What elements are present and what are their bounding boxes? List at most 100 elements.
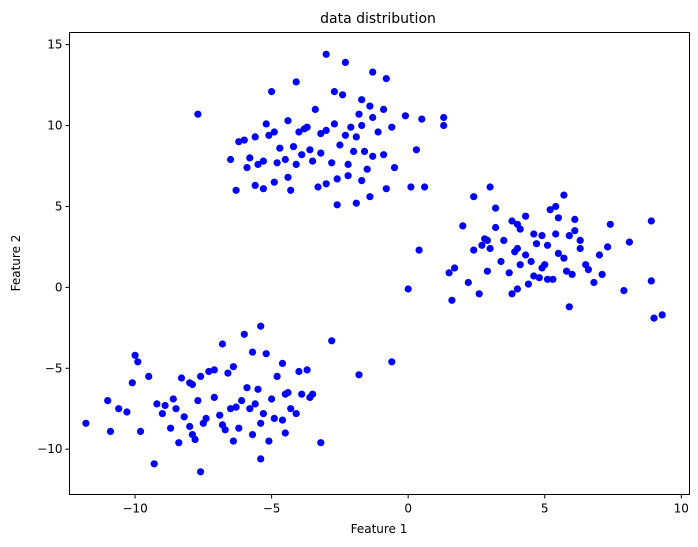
data-point <box>298 151 306 159</box>
data-point <box>180 413 188 421</box>
y-tick-label: 0 <box>55 280 63 294</box>
data-point <box>336 141 344 149</box>
data-point <box>560 254 568 262</box>
data-point <box>538 264 546 272</box>
data-point <box>278 359 287 367</box>
data-point <box>287 186 295 194</box>
chart-title: data distribution <box>320 11 436 27</box>
data-point <box>658 311 666 319</box>
data-point <box>243 384 251 392</box>
data-point <box>259 410 267 418</box>
data-point <box>530 230 538 238</box>
data-point <box>194 397 202 405</box>
data-point <box>366 193 374 201</box>
data-point <box>647 277 655 285</box>
data-point <box>311 105 319 113</box>
data-point <box>483 236 491 244</box>
data-point <box>175 439 183 447</box>
data-point <box>440 121 448 130</box>
data-point <box>292 160 300 168</box>
data-point <box>322 50 330 58</box>
data-point <box>552 202 560 211</box>
data-point <box>369 152 377 160</box>
data-point <box>270 128 278 136</box>
data-point <box>128 379 136 387</box>
data-point <box>276 144 284 152</box>
data-point <box>522 251 530 259</box>
data-point <box>309 157 317 165</box>
data-point <box>576 236 584 244</box>
data-point <box>344 160 352 168</box>
data-point <box>511 248 519 256</box>
data-point <box>516 261 524 269</box>
data-point <box>328 159 336 167</box>
data-point <box>136 427 145 435</box>
data-point <box>306 146 314 154</box>
data-point <box>508 290 516 298</box>
data-point <box>341 58 349 66</box>
data-point <box>229 363 237 371</box>
data-point <box>232 403 240 411</box>
data-point <box>524 280 533 288</box>
data-point <box>486 183 494 191</box>
data-point <box>382 75 390 83</box>
data-point <box>210 393 218 401</box>
data-point <box>470 246 478 254</box>
data-point <box>492 223 500 232</box>
data-point <box>243 164 251 172</box>
data-point <box>197 372 205 380</box>
data-point <box>281 429 289 437</box>
data-point <box>303 366 311 374</box>
data-point <box>104 397 112 405</box>
x-tick-label: −5 <box>263 502 281 516</box>
data-point <box>358 121 366 130</box>
data-point <box>262 120 270 128</box>
data-point <box>314 183 322 191</box>
data-point <box>380 151 388 159</box>
data-point <box>330 120 338 128</box>
y-tick-label: 5 <box>55 199 63 213</box>
data-point <box>172 405 180 413</box>
data-point <box>445 269 453 277</box>
data-point <box>554 249 563 257</box>
data-point <box>262 350 270 358</box>
data-point <box>412 146 420 154</box>
data-point <box>199 419 207 427</box>
data-point <box>194 110 202 118</box>
data-point <box>278 416 287 424</box>
data-point <box>470 193 478 201</box>
data-point <box>259 157 267 165</box>
data-point <box>532 240 541 248</box>
data-point <box>161 401 169 410</box>
data-point <box>238 397 246 405</box>
data-point <box>543 241 552 249</box>
data-point <box>248 348 257 356</box>
data-point <box>295 367 303 376</box>
data-point <box>358 177 366 185</box>
data-point <box>352 133 360 141</box>
data-point <box>167 424 175 432</box>
y-tick-label: 10 <box>47 119 62 133</box>
x-tick-label: 0 <box>404 502 412 516</box>
data-point <box>106 427 115 435</box>
scatter-points <box>82 50 666 476</box>
data-point <box>317 130 325 138</box>
data-point <box>330 88 338 96</box>
data-point <box>415 246 423 254</box>
data-point <box>287 405 295 413</box>
data-point <box>366 102 374 110</box>
data-point <box>218 340 227 348</box>
data-point <box>604 243 612 251</box>
data-point <box>500 236 508 244</box>
data-point <box>388 123 396 131</box>
data-point <box>380 105 388 113</box>
data-point <box>254 160 262 168</box>
data-point <box>251 400 259 408</box>
data-point <box>516 225 524 233</box>
data-point <box>522 212 530 220</box>
data-point <box>606 220 614 228</box>
data-point <box>369 68 377 76</box>
data-point <box>486 244 494 253</box>
data-point <box>571 215 579 223</box>
